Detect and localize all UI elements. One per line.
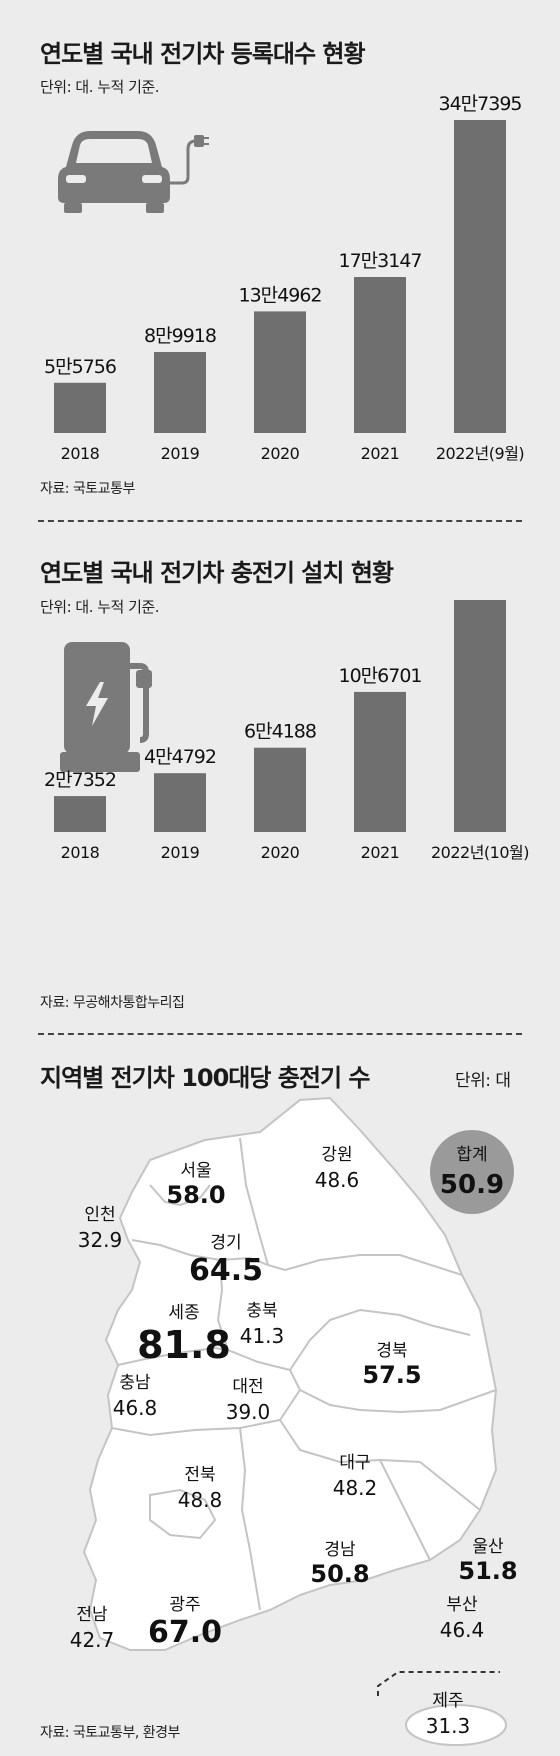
region-8-name: 경북 — [376, 1341, 407, 1361]
charger-bar-1 — [154, 773, 206, 832]
region-3-value: 48.6 — [315, 1168, 360, 1192]
region-1-value: 32.9 — [78, 1228, 123, 1252]
registration-category-label-2: 2020 — [261, 444, 300, 463]
region-8-value: 57.5 — [362, 1361, 421, 1389]
region-10-name: 전북 — [184, 1465, 215, 1485]
total-value: 50.9 — [440, 1170, 504, 1200]
charger-bar-0 — [54, 796, 106, 832]
region-11-name: 울산 — [472, 1537, 504, 1557]
region-14-value: 46.4 — [440, 1618, 485, 1642]
charger-bar-chart: 2만7352 2018 4만4792 2019 6만4188 2020 10만6701 202… — [44, 600, 530, 862]
charger-category-label-0: 2018 — [61, 843, 100, 862]
chart1-source: 자료: 국토교통부 — [40, 481, 135, 497]
charger-value-label-0: 2만7352 — [44, 769, 116, 791]
registration-value-label-4: 34만7395 — [438, 93, 521, 115]
registration-bar-2 — [254, 311, 306, 433]
registration-bar-4 — [454, 120, 506, 433]
region-2-value: 64.5 — [189, 1253, 263, 1288]
map-source: 자료: 국토교통부, 환경부 — [40, 1725, 180, 1741]
registration-category-label-0: 2018 — [61, 444, 100, 463]
chart2-title: 연도별 국내 전기차 충전기 설치 현황 — [40, 559, 394, 587]
charger-value-label-2: 6만4188 — [244, 721, 316, 743]
region-7-name: 대전 — [232, 1377, 263, 1397]
region-0-name: 서울 — [180, 1161, 211, 1181]
region-1-name: 인천 — [84, 1205, 115, 1225]
charger-bar-3 — [354, 691, 406, 832]
region-5-value: 41.3 — [240, 1324, 285, 1348]
region-15-name: 전남 — [76, 1605, 108, 1625]
registration-category-label-3: 2021 — [361, 444, 400, 463]
region-3-name: 강원 — [321, 1145, 352, 1165]
region-9-name: 대구 — [339, 1453, 370, 1473]
charger-bar-2 — [254, 747, 306, 832]
charger-value-label-1: 4만4792 — [144, 746, 216, 768]
mainland-outline — [82, 1096, 498, 1651]
region-13-name: 광주 — [169, 1595, 200, 1615]
jeju-inset-border — [377, 1671, 500, 1696]
charger-category-label-4: 2022년(10월) — [431, 843, 529, 862]
registration-category-label-1: 2019 — [161, 444, 200, 463]
region-14-name: 부산 — [446, 1595, 478, 1615]
region-12-value: 50.8 — [310, 1560, 369, 1588]
region-6-value: 46.8 — [113, 1396, 158, 1420]
registration-value-label-1: 8만9918 — [144, 325, 216, 347]
charger-value-label-3: 10만6701 — [338, 665, 421, 687]
electric-car-icon — [58, 131, 209, 213]
region-16-name: 제주 — [432, 1691, 463, 1711]
registration-category-label-4: 2022년(9월) — [436, 444, 524, 463]
region-16-value: 31.3 — [426, 1714, 471, 1738]
region-13-value: 67.0 — [148, 1615, 222, 1650]
map-title: 지역별 전기차 100대당 충전기 수 — [40, 1064, 370, 1092]
charger-category-label-1: 2019 — [161, 843, 200, 862]
registration-value-label-0: 5만5756 — [44, 356, 116, 378]
chart2-source: 자료: 무공해차통합누리집 — [40, 995, 185, 1011]
registration-bar-0 — [54, 382, 106, 433]
region-10-value: 48.8 — [178, 1488, 223, 1512]
registration-bar-chart: 5만5756 2018 8만9918 2019 13만4962 2020 17만3147 20… — [44, 93, 525, 463]
registration-value-label-2: 13만4962 — [238, 284, 321, 306]
total-circle — [430, 1130, 514, 1214]
charger-category-label-3: 2021 — [361, 843, 400, 862]
region-0-value: 58.0 — [166, 1181, 225, 1209]
charger-category-label-2: 2020 — [261, 843, 300, 862]
region-6-name: 충남 — [119, 1373, 151, 1393]
region-9-value: 48.2 — [333, 1476, 378, 1500]
divider-1 — [38, 520, 522, 522]
registration-bar-3 — [354, 276, 406, 433]
region-11-value: 51.8 — [458, 1557, 517, 1585]
region-borders — [111, 1137, 497, 1611]
total-label: 합계 — [456, 1145, 487, 1165]
divider-2 — [38, 1033, 522, 1035]
region-2-name: 경기 — [210, 1233, 241, 1253]
registration-value-label-3: 17만3147 — [338, 250, 421, 272]
charger-bar-4 — [454, 600, 506, 832]
chart1-unit: 단위: 대. 누적 기준. — [40, 78, 160, 96]
region-7-value: 39.0 — [226, 1400, 271, 1424]
charging-station-icon — [60, 642, 152, 772]
region-4-value: 81.8 — [137, 1323, 231, 1367]
chart2-unit: 단위: 대. 누적 기준. — [40, 598, 160, 616]
map-unit: 단위: 대 — [455, 1071, 511, 1091]
region-5-name: 충북 — [246, 1301, 277, 1321]
jeju-island — [405, 1704, 507, 1746]
region-4-name: 세종 — [168, 1303, 199, 1323]
region-12-name: 경남 — [324, 1540, 356, 1560]
region-15-value: 42.7 — [70, 1628, 115, 1652]
chart1-title: 연도별 국내 전기차 등록대수 현황 — [40, 40, 366, 68]
registration-bar-1 — [154, 351, 206, 433]
